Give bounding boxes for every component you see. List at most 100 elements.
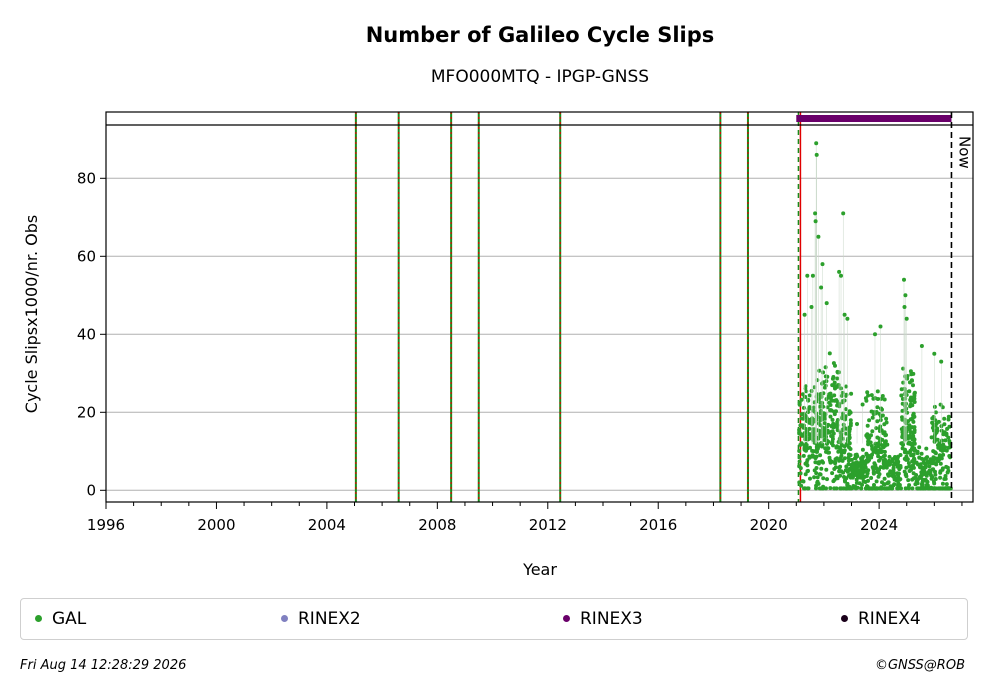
data-point	[911, 371, 916, 376]
data-point	[798, 423, 803, 428]
data-point	[902, 469, 907, 474]
data-point	[865, 423, 870, 428]
data-point	[821, 484, 826, 489]
data-point	[840, 414, 845, 419]
data-point	[830, 471, 835, 476]
data-point	[878, 436, 882, 441]
data-point	[891, 474, 896, 479]
data-point	[867, 486, 872, 491]
data-point	[847, 425, 852, 430]
data-point	[896, 471, 901, 476]
legend-label: RINEX3	[580, 608, 643, 629]
data-point	[829, 424, 834, 429]
data-point	[938, 486, 943, 491]
data-point	[807, 405, 812, 410]
data-point	[815, 378, 820, 383]
data-point	[815, 446, 820, 451]
data-point	[900, 446, 905, 451]
data-point	[799, 397, 804, 402]
data-point	[944, 482, 949, 487]
data-point	[812, 468, 817, 473]
data-point	[940, 448, 945, 453]
data-point	[830, 417, 835, 422]
data-point	[946, 468, 951, 473]
x-tick-label: 2004	[308, 516, 346, 534]
data-point	[800, 433, 805, 438]
data-point	[880, 413, 885, 418]
data-point	[870, 429, 875, 434]
data-point	[806, 437, 811, 442]
data-point	[828, 391, 833, 396]
data-point	[813, 211, 818, 216]
data-point	[844, 384, 849, 389]
data-point	[894, 459, 899, 464]
data-point	[880, 394, 885, 398]
data-point	[832, 412, 837, 417]
data-point	[824, 467, 829, 472]
data-point	[831, 361, 836, 366]
y-tick-label: 20	[77, 403, 96, 421]
data-point	[833, 423, 838, 428]
data-point	[931, 422, 936, 427]
data-point	[799, 412, 804, 417]
data-point	[820, 442, 825, 447]
data-point	[840, 436, 845, 441]
data-point	[842, 312, 847, 317]
data-point	[882, 476, 887, 481]
data-point	[933, 472, 938, 477]
data-point	[873, 445, 878, 450]
data-point	[877, 467, 881, 472]
data-point	[816, 421, 821, 426]
data-point	[813, 219, 818, 224]
data-point	[835, 428, 840, 433]
data-point	[814, 483, 819, 488]
data-point	[917, 445, 922, 450]
data-point	[808, 476, 812, 481]
data-point	[869, 393, 874, 398]
data-point	[881, 461, 886, 466]
data-point	[875, 397, 880, 401]
data-point	[876, 474, 881, 479]
x-tick-label: 2024	[860, 516, 898, 534]
data-point	[819, 466, 824, 471]
data-point	[805, 469, 810, 474]
data-point	[797, 454, 802, 459]
data-point	[912, 457, 917, 462]
data-point	[838, 440, 843, 444]
data-point	[879, 486, 884, 491]
data-point	[907, 380, 912, 385]
x-tick-label: 1996	[87, 516, 125, 534]
data-point	[798, 466, 803, 471]
legend-label: RINEX2	[298, 608, 361, 629]
data-point	[859, 456, 864, 461]
data-point	[918, 475, 923, 480]
data-point	[904, 406, 909, 411]
data-point	[925, 455, 930, 460]
data-point	[814, 152, 819, 157]
data-point	[846, 455, 851, 460]
x-tick-label: 2020	[750, 516, 788, 534]
data-point	[814, 141, 819, 146]
data-point	[800, 479, 805, 484]
footer-credit: ©GNSS@ROB	[874, 658, 965, 673]
data-point	[806, 398, 811, 403]
data-point	[797, 459, 802, 464]
data-point	[919, 344, 924, 348]
data-point	[880, 480, 884, 485]
data-point	[899, 387, 904, 392]
data-point	[826, 394, 831, 399]
chart-subtitle: MFO000MTQ - IPGP-GNSS	[431, 67, 649, 87]
data-point	[837, 465, 842, 470]
data-point	[904, 474, 909, 479]
data-point	[837, 269, 842, 274]
data-point	[909, 453, 914, 458]
x-tick-label: 2000	[197, 516, 235, 534]
data-point	[920, 486, 925, 491]
data-point	[828, 408, 833, 413]
data-point	[896, 483, 900, 488]
data-point	[937, 453, 942, 458]
data-point	[810, 454, 815, 459]
data-point	[918, 462, 923, 467]
data-point	[895, 476, 900, 481]
data-point	[827, 400, 832, 405]
